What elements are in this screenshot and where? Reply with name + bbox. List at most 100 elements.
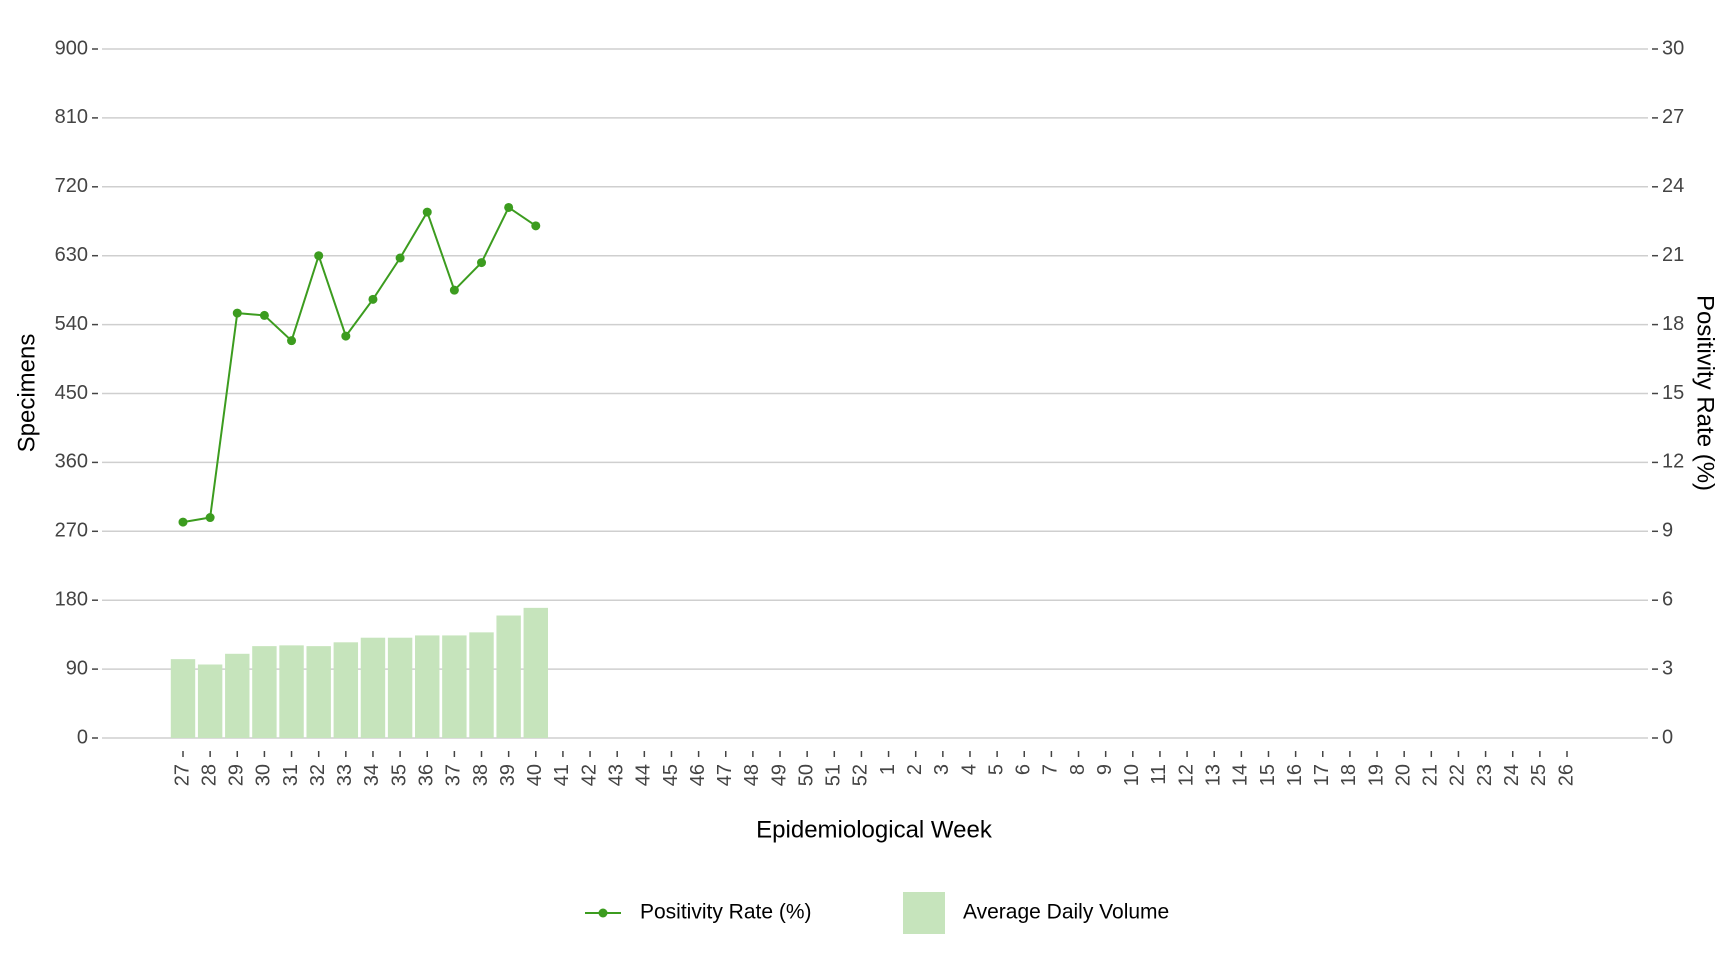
x-tick-label: 3 <box>931 764 953 775</box>
bar <box>523 607 548 738</box>
point <box>531 221 541 231</box>
legend-label: Average Daily Volume <box>963 901 1169 924</box>
y2-tick-label: 3 <box>1662 657 1673 679</box>
point <box>422 207 432 217</box>
x-tick-label: 11 <box>1148 764 1170 785</box>
legend-label: Positivity Rate (%) <box>640 901 812 924</box>
x-tick-label: 35 <box>388 764 410 786</box>
legend-swatch <box>903 892 945 934</box>
bar <box>442 635 467 738</box>
x-tick-label: 26 <box>1555 764 1577 786</box>
point <box>477 258 487 268</box>
x-tick-label: 45 <box>660 764 682 786</box>
x-tick-label: 7 <box>1040 764 1062 775</box>
x-tick-label: 15 <box>1257 764 1279 786</box>
y-tick-label: 540 <box>55 313 88 335</box>
point <box>178 517 188 527</box>
y-tick-label: 900 <box>55 37 88 59</box>
y-tick-label: 90 <box>66 657 88 679</box>
x-tick-label: 44 <box>633 764 655 786</box>
line <box>182 205 537 524</box>
x-tick-label: 22 <box>1447 764 1469 786</box>
bar <box>360 637 386 738</box>
y2-tick-label: 30 <box>1662 37 1684 59</box>
x-tick-label: 32 <box>307 764 329 786</box>
bar <box>279 645 304 738</box>
x-tick-label: 2 <box>904 764 926 775</box>
x-tick-label: 21 <box>1420 764 1442 786</box>
x-tick-label: 27 <box>171 764 193 786</box>
point <box>341 331 351 341</box>
point <box>504 202 514 212</box>
x-tick-label: 29 <box>226 764 248 786</box>
bar <box>306 646 331 738</box>
bar <box>496 615 521 738</box>
x-axis-title: Epidemiological Week <box>756 816 993 843</box>
x-tick-label: 46 <box>687 764 709 786</box>
y2-tick-label: 6 <box>1662 588 1673 610</box>
x-tick-label: 31 <box>280 764 302 786</box>
y2-tick-label: 15 <box>1662 382 1684 404</box>
x-tick-label: 24 <box>1501 764 1523 786</box>
y-tick-label: 450 <box>55 382 88 404</box>
x-tick-label: 28 <box>198 764 220 786</box>
x-tick-label: 50 <box>795 764 817 786</box>
x-tick-label: 9 <box>1094 764 1116 775</box>
x-tick-label: 33 <box>334 764 356 786</box>
x-tick-label: 1 <box>877 764 899 775</box>
x-tick-label: 41 <box>551 764 573 786</box>
x-tick-label: 4 <box>958 764 980 775</box>
y-tick-label: 180 <box>55 588 88 610</box>
x-tick-label: 47 <box>714 764 736 786</box>
y-tick-label: 810 <box>55 106 88 128</box>
x-tick-label: 25 <box>1528 764 1550 786</box>
y-tick-label: 630 <box>55 244 88 266</box>
point <box>314 251 324 261</box>
x-tick-label: 12 <box>1175 764 1197 786</box>
x-tick-label: 18 <box>1338 764 1360 786</box>
point <box>368 294 378 304</box>
x-tick-label: 49 <box>768 764 790 786</box>
x-tick-label: 6 <box>1013 764 1035 775</box>
y2-tick-label: 21 <box>1662 244 1684 266</box>
y2-tick-label: 0 <box>1662 726 1673 748</box>
bar <box>469 632 494 738</box>
x-tick-label: 43 <box>605 764 627 786</box>
x-tick-label: 52 <box>850 764 872 786</box>
x-tick-label: 40 <box>524 764 546 786</box>
y2-tick-label: 12 <box>1662 451 1684 473</box>
point <box>287 336 297 346</box>
point <box>205 513 215 523</box>
y-tick-label: 360 <box>55 451 88 473</box>
x-tick-label: 30 <box>253 764 275 786</box>
x-tick-label: 20 <box>1392 764 1414 786</box>
x-tick-label: 13 <box>1202 764 1224 786</box>
x-tick-label: 48 <box>741 764 763 786</box>
x-tick-label: 23 <box>1474 764 1496 786</box>
point <box>259 310 269 320</box>
x-tick-label: 8 <box>1067 764 1089 775</box>
x-tick-label: 36 <box>416 764 438 786</box>
bar <box>170 659 196 738</box>
x-tick-label: 16 <box>1284 764 1306 786</box>
x-tick-label: 42 <box>578 764 600 786</box>
x-tick-label: 14 <box>1230 764 1252 786</box>
x-tick-label: 19 <box>1365 764 1387 786</box>
point <box>232 308 242 318</box>
x-tick-label: 37 <box>443 764 465 786</box>
y-tick-label: 720 <box>55 175 88 197</box>
x-tick-label: 10 <box>1121 764 1143 786</box>
x-tick-label: 17 <box>1311 764 1333 786</box>
y2-tick-label: 9 <box>1662 520 1673 542</box>
y2-tick-label: 18 <box>1662 313 1684 335</box>
y2-tick-label: 24 <box>1662 175 1684 197</box>
legend-point <box>598 908 608 918</box>
x-tick-label: 38 <box>470 764 492 786</box>
point <box>449 285 459 295</box>
x-tick-label: 51 <box>823 764 845 786</box>
y-tick-label: 0 <box>77 726 88 748</box>
y-axis-title: Specimens <box>13 334 40 453</box>
x-tick-label: 5 <box>985 764 1007 775</box>
